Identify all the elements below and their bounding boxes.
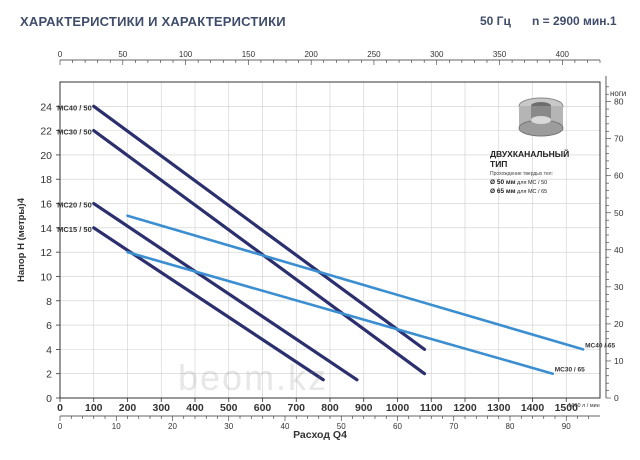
infobox-row: Ø 50 мм для MC / 50 bbox=[490, 179, 594, 186]
top-tick-label: 300 bbox=[430, 50, 444, 59]
top-tick-label: 400 bbox=[556, 50, 570, 59]
y-tick-label: 10 bbox=[40, 271, 52, 283]
x-tick-label: 200 bbox=[119, 402, 137, 414]
x-tick-label: 0 bbox=[57, 402, 63, 414]
x-tick-label: 100 bbox=[85, 402, 103, 414]
x2-tick-label: 40 bbox=[281, 422, 290, 431]
x-tick-label: 600 bbox=[254, 402, 272, 414]
top-tick-label: 350 bbox=[493, 50, 507, 59]
x2-tick-label: 10 bbox=[112, 422, 121, 431]
y-tick-label: 2 bbox=[46, 369, 52, 381]
series-line bbox=[92, 129, 427, 376]
infobox-row: Ø 65 мм для MC / 65 bbox=[490, 188, 594, 195]
solids-models-50: для MC / 50 bbox=[517, 180, 548, 186]
right-tick-label: 50 bbox=[614, 208, 624, 218]
right-tick-label: 30 bbox=[614, 282, 624, 292]
y-tick-label: 20 bbox=[40, 150, 52, 162]
y-tick-label: 24 bbox=[40, 101, 52, 113]
x-tick-label: 1400 bbox=[521, 402, 545, 414]
right-tick-label: 80 bbox=[614, 97, 624, 107]
top-tick-label: 250 bbox=[367, 50, 381, 59]
series-line bbox=[92, 201, 359, 382]
watermark: beom.kz bbox=[178, 357, 329, 398]
y-tick-label: 22 bbox=[40, 126, 52, 138]
top-tick-label: 200 bbox=[304, 50, 318, 59]
right-tick-label: 70 bbox=[614, 134, 624, 144]
x-tick-label: 1300 bbox=[487, 402, 511, 414]
infobox-subtitle: Прохождение твердых тел: bbox=[490, 171, 553, 177]
series-label: MC40 / 50 bbox=[57, 103, 92, 112]
y-tick-label: 0 bbox=[46, 393, 52, 405]
speed-label: n = 2900 мин.1 bbox=[532, 14, 617, 28]
x-tick-label: 700 bbox=[287, 402, 305, 414]
y-tick-label: 8 bbox=[46, 296, 52, 308]
y-tick-label: 4 bbox=[46, 344, 52, 356]
right-tick-label: 0 bbox=[614, 393, 619, 403]
solids-size-50: Ø 50 мм bbox=[490, 179, 516, 186]
series-line bbox=[126, 214, 585, 351]
y-tick-label: 12 bbox=[40, 247, 52, 259]
infobox-title-line2: ТИП bbox=[490, 159, 508, 169]
x2-tick-label: 20 bbox=[168, 422, 177, 431]
y-axis-title: Напор H (метры)4 bbox=[16, 197, 27, 282]
infobox-title: ДВУХКАНАЛЬНЫЙ ТИП bbox=[490, 149, 594, 169]
top-tick-label: 50 bbox=[118, 50, 127, 59]
x2-tick-label: 60 bbox=[393, 422, 402, 431]
x-tick-label: 1000 bbox=[386, 402, 410, 414]
x-tick-label: 300 bbox=[152, 402, 170, 414]
x2-tick-label: 0 bbox=[58, 422, 63, 431]
solids-models-65: для MC / 65 bbox=[517, 189, 548, 195]
frequency-label: 50 Гц bbox=[480, 14, 511, 28]
x-axis-title: Расход Q4 bbox=[293, 429, 347, 441]
x-tick-label: 900 bbox=[355, 402, 373, 414]
right-tick-label: 40 bbox=[614, 245, 624, 255]
x-tick-label: 1200 bbox=[453, 402, 477, 414]
right-tick-label: 20 bbox=[614, 319, 624, 329]
x-tick-label: 1100 bbox=[420, 402, 443, 414]
series-label: MC30 / 50 bbox=[57, 128, 92, 137]
x2-tick-label: 90 bbox=[562, 422, 571, 431]
page-title: ХАРАКТЕРИСТИКИ И ХАРАКТЕРИСТИКИ bbox=[20, 14, 286, 29]
infobox-title-line1: ДВУХКАНАЛЬНЫЙ bbox=[490, 149, 570, 159]
solids-size-65: Ø 65 мм bbox=[490, 188, 516, 195]
y-tick-label: 6 bbox=[46, 320, 52, 332]
series-line bbox=[126, 250, 555, 375]
x-tick-label: 400 bbox=[186, 402, 204, 414]
x2-tick-label: 30 bbox=[224, 422, 233, 431]
series-label: MC15 / 50 bbox=[57, 225, 92, 234]
y-tick-label: 16 bbox=[40, 199, 52, 211]
pump-type-infobox: ДВУХКАНАЛЬНЫЙ ТИП Прохождение твердых те… bbox=[490, 92, 594, 195]
series-label: MC30 / 65 bbox=[555, 367, 585, 374]
x2-tick-label: 50 bbox=[337, 422, 346, 431]
x-tick-label: 500 bbox=[220, 402, 238, 414]
top-tick-label: 150 bbox=[242, 50, 256, 59]
right-tick-label: 10 bbox=[614, 356, 624, 366]
series-label: MC20 / 50 bbox=[57, 201, 92, 210]
impeller-icon bbox=[518, 97, 564, 137]
x-unit-label: 1600 л / мин bbox=[568, 403, 599, 409]
x-tick-label: 1500 bbox=[555, 402, 579, 414]
y-tick-label: 14 bbox=[40, 223, 52, 235]
top-tick-label: 100 bbox=[179, 50, 193, 59]
right-axis-title: ноги bbox=[610, 89, 626, 98]
series-label: MC40 / 65 bbox=[585, 342, 615, 349]
top-tick-label: 0 bbox=[58, 50, 63, 59]
x2-tick-label: 70 bbox=[449, 422, 458, 431]
right-tick-label: 60 bbox=[614, 171, 624, 181]
series-line bbox=[92, 104, 427, 351]
x2-tick-label: 80 bbox=[506, 422, 515, 431]
x-tick-label: 800 bbox=[321, 402, 339, 414]
y-tick-label: 18 bbox=[40, 174, 52, 186]
